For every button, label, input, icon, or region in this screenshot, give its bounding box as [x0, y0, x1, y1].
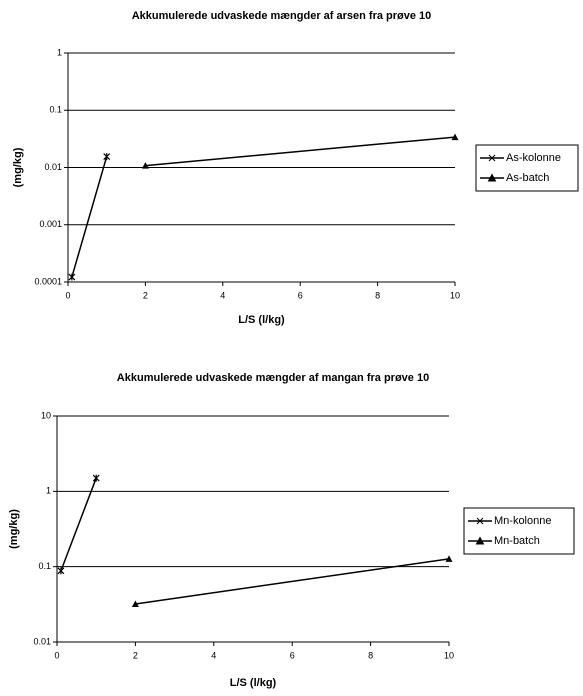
x-tick-label: 8: [375, 290, 380, 300]
marker: [451, 133, 459, 141]
y-tick-label: 0.0001: [34, 276, 62, 286]
x-tick-label: 2: [133, 650, 138, 660]
series-line: [71, 156, 108, 278]
chart-title: Akkumulerede udvaskede mængder af arsen …: [132, 10, 432, 22]
legend-label: As-kolonne: [506, 152, 561, 164]
x-tick-label: 8: [368, 650, 373, 660]
y-tick-label: 0.01: [44, 162, 62, 172]
y-tick-label: 0.001: [39, 219, 62, 229]
series-line: [135, 558, 450, 605]
chart-title: Akkumulerede udvaskede mængder af mangan…: [117, 372, 429, 384]
y-tick-label: 0.1: [49, 105, 62, 115]
marker: [445, 555, 453, 562]
marker: [103, 153, 111, 161]
legend-marker: [488, 154, 496, 162]
legend-marker: [487, 173, 497, 182]
x-tick-label: 4: [220, 290, 225, 300]
x-tick-label: 6: [290, 650, 295, 660]
x-tick-label: 6: [298, 290, 303, 300]
y-tick-label: 0.1: [38, 561, 51, 571]
legend-label: Mn-batch: [494, 535, 540, 547]
y-tick-label: 1: [57, 47, 62, 57]
x-axis-label: L/S (l/kg): [230, 677, 277, 689]
marker: [68, 273, 76, 281]
legend-label: Mn-kolonne: [494, 515, 551, 527]
y-tick-label: 0.01: [33, 636, 51, 646]
marker: [92, 474, 100, 482]
x-axis-label: L/S (l/kg): [238, 314, 285, 326]
legend-marker: [475, 536, 485, 545]
x-tick-label: 2: [143, 290, 148, 300]
legend-label: As-batch: [506, 172, 549, 184]
series-line: [60, 477, 97, 572]
legend-box: [475, 144, 579, 192]
x-tick-label: 0: [65, 290, 70, 300]
legend-box: [463, 507, 575, 555]
x-tick-label: 10: [444, 650, 454, 660]
marker: [141, 162, 149, 169]
y-tick-label: 1: [46, 486, 51, 496]
x-tick-label: 4: [211, 650, 216, 660]
x-tick-label: 10: [450, 290, 460, 300]
y-axis-label: (mg/kg): [8, 509, 20, 549]
marker: [57, 567, 65, 575]
y-tick-label: 10: [41, 410, 51, 420]
legend-marker: [476, 517, 484, 525]
x-tick-label: 0: [54, 650, 59, 660]
series-line: [145, 136, 456, 167]
marker: [131, 600, 139, 607]
y-axis-label: (mg/kg): [12, 147, 24, 187]
